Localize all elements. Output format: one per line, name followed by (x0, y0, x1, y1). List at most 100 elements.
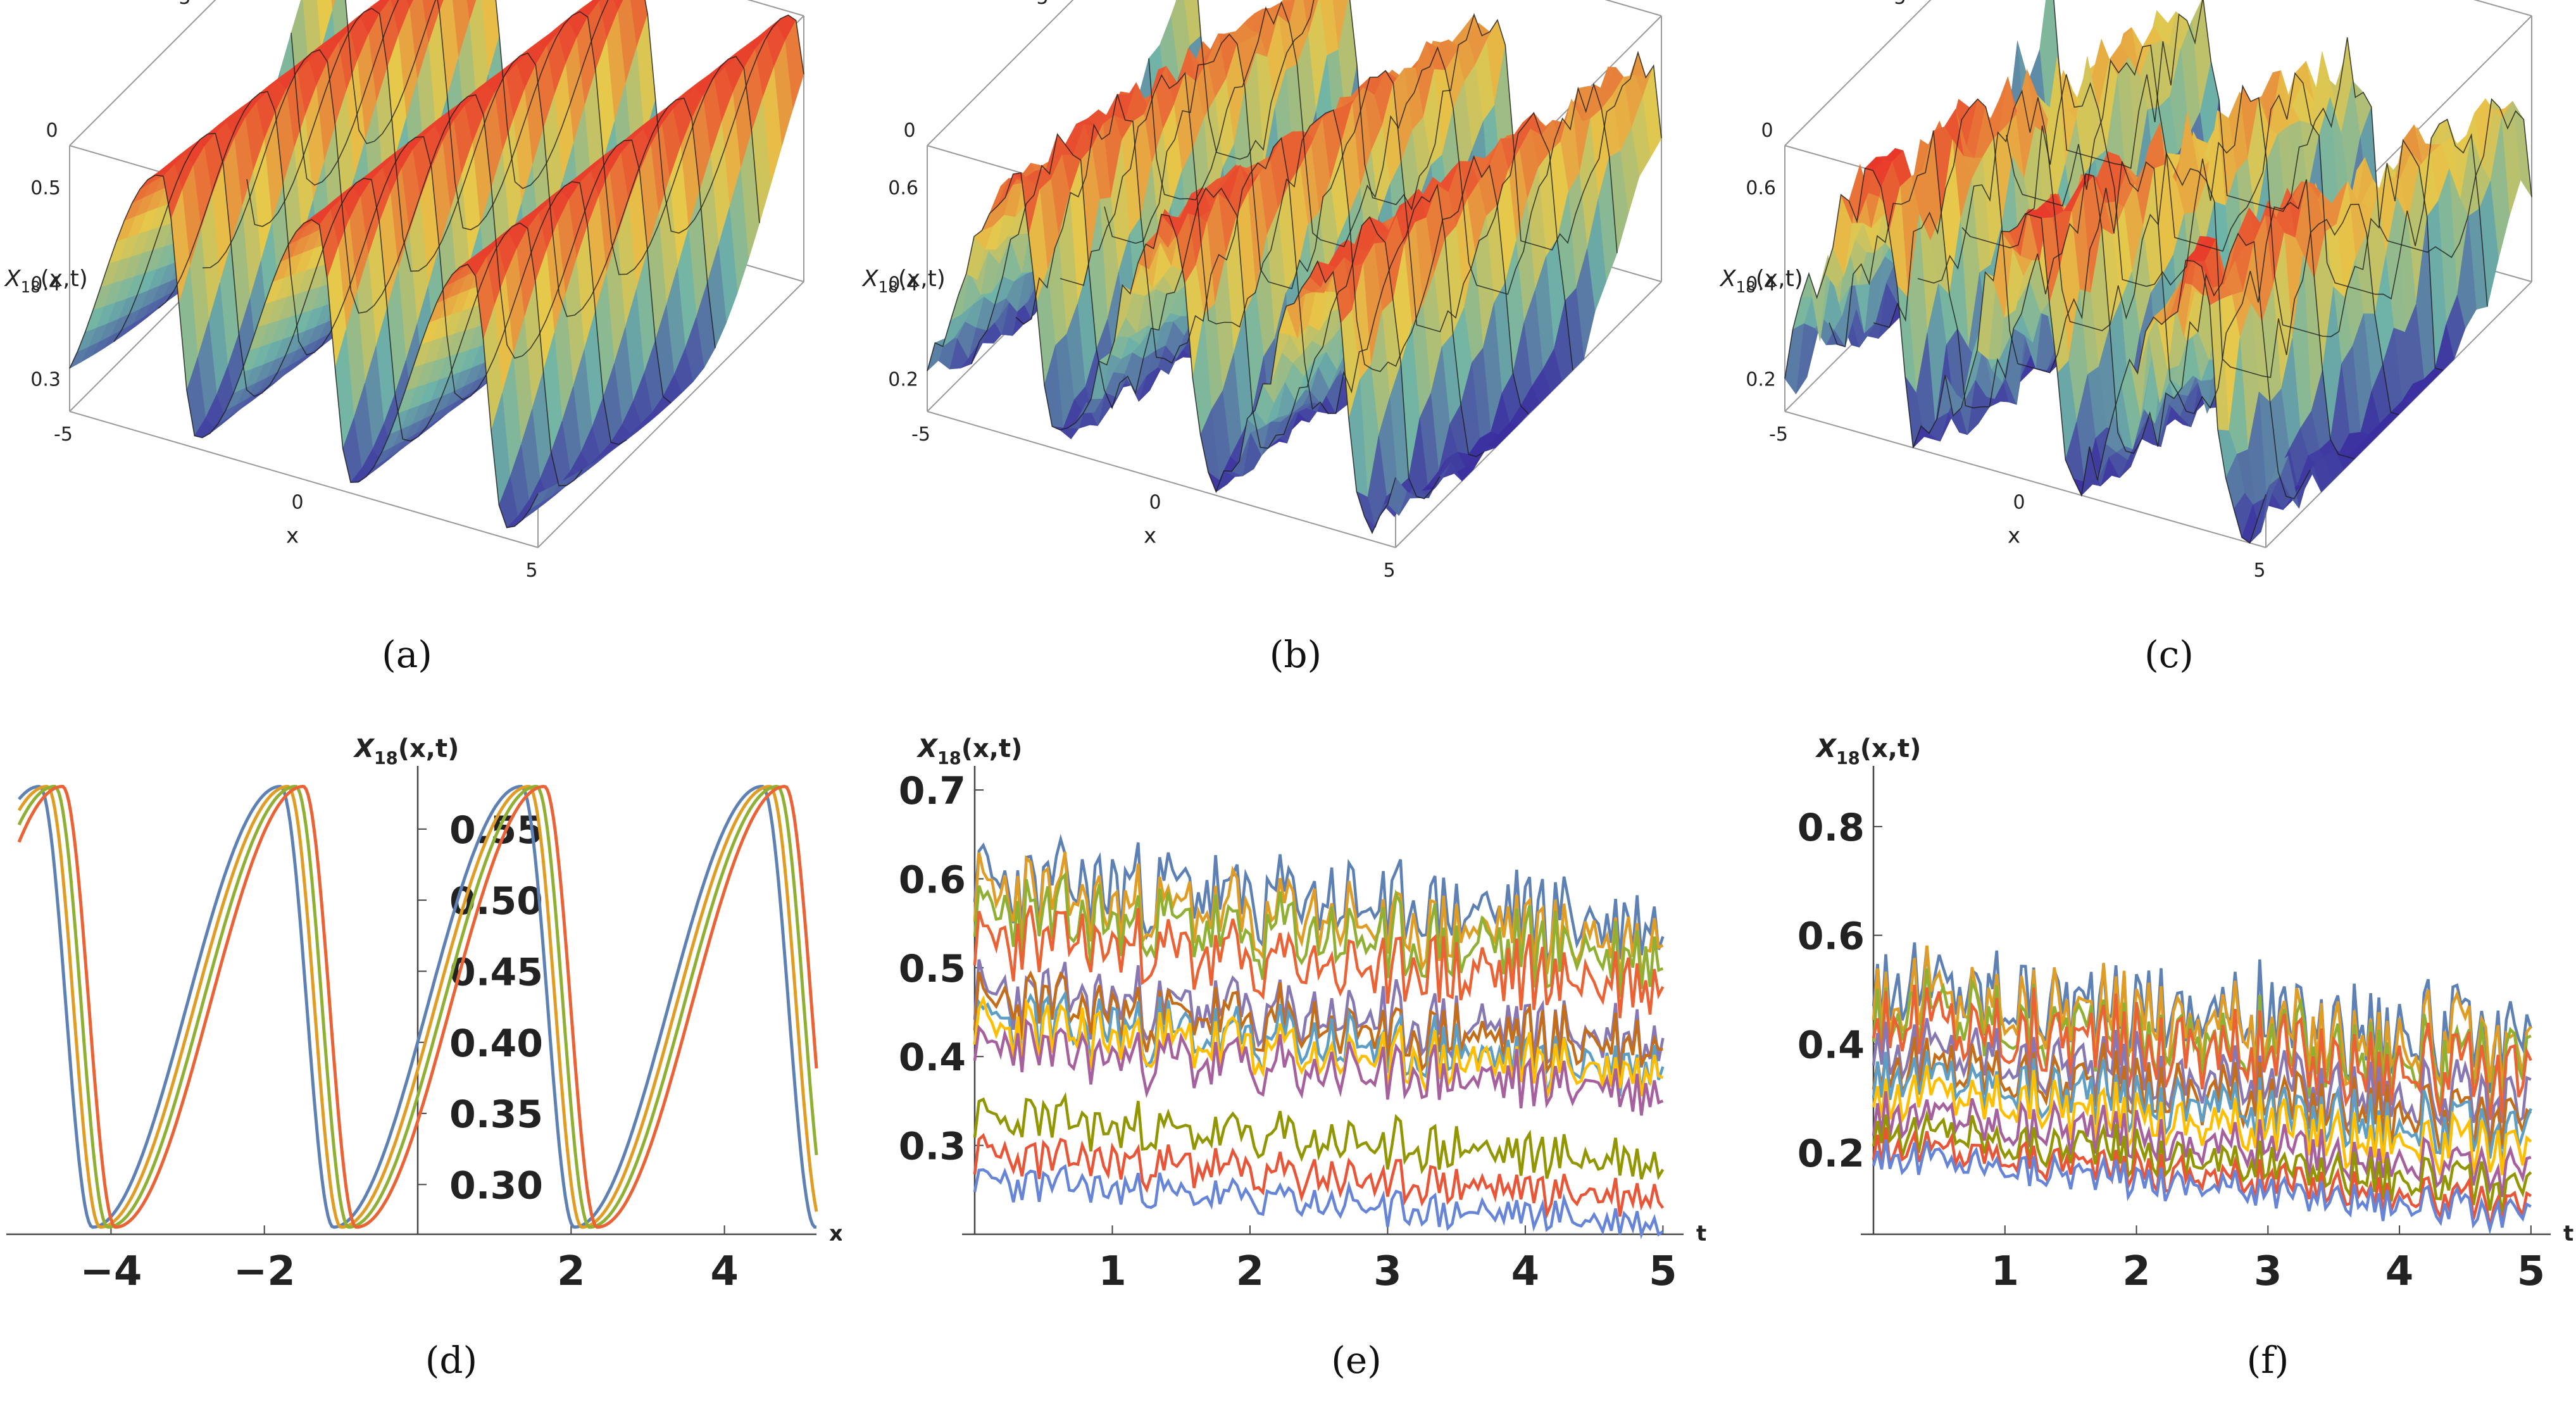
z-tick-label: 0.5 (30, 177, 61, 199)
z-tick-label: 0.3 (30, 369, 61, 391)
mesh-line (1784, 167, 2267, 544)
series-line-9 (1872, 1091, 2532, 1198)
line-plot-f: 1 2 3 4 5 0.2 0.4 0.6 0.8 t X18(x,t) (1798, 734, 2573, 1295)
t-tick-label: 0 (46, 120, 58, 142)
box-edge (69, 411, 539, 548)
x-tick-label: 3 (1373, 1248, 1402, 1295)
x-axis-label: t (1696, 1221, 1706, 1246)
mesh-line (113, 132, 583, 487)
y-axis-label: X18(x,t) (916, 734, 1022, 768)
x-tick-label: 5 (525, 560, 537, 582)
y-tick-label: 0.6 (899, 858, 966, 902)
series-group (1872, 942, 2532, 1235)
series-line-t3 (17, 784, 818, 1229)
series-line-t1 (18, 784, 817, 1229)
x-tick-label: -5 (911, 423, 930, 446)
mesh-line (2006, 44, 2488, 307)
x-tick-label: 2 (2122, 1248, 2151, 1295)
y-tick-label: 0.4 (899, 1036, 966, 1080)
x-axis-label: x (829, 1221, 842, 1246)
x-axis-label: t (2563, 1221, 2573, 1246)
z-tick-label: 0.6 (1746, 177, 1776, 199)
x-tick-label: -5 (1769, 423, 1788, 446)
y-tick-label: 0.6 (1798, 915, 1865, 959)
box-edge (927, 411, 1396, 548)
series-line-3 (973, 871, 1664, 998)
series-line-12 (973, 1163, 1664, 1240)
mesh-line (1104, 34, 1573, 371)
t-tick-label: 5 (178, 0, 191, 9)
box-edge (2473, 0, 2532, 16)
y-tick-label: 0.8 (1798, 806, 1865, 850)
caption-a: (a) (382, 633, 432, 676)
mesh-line (291, 0, 760, 275)
mesh-line (1961, 74, 2444, 371)
mesh-line (1197, 0, 1662, 251)
z-tick-label: 0.4 (1746, 273, 1776, 295)
caption-c: (c) (2144, 633, 2194, 676)
x-tick-label: 1 (1098, 1248, 1127, 1295)
x-tick-label: 4 (710, 1248, 739, 1295)
z-tick-label: 0.2 (888, 369, 918, 391)
mesh-line (202, 49, 672, 404)
x-tick-label: 2 (1236, 1248, 1265, 1295)
surface (69, 0, 804, 529)
x-tick-label: 0 (291, 492, 303, 514)
mesh-line (345, 0, 804, 234)
t-tick-label: 5 (1036, 0, 1048, 9)
x-tick-label: -5 (54, 423, 73, 446)
series-line-11 (973, 1133, 1665, 1220)
mesh-line (69, 174, 539, 529)
z-tick-label: 0.6 (888, 177, 918, 199)
y-tick-label: 0.35 (449, 1092, 543, 1137)
x-tick-label: 4 (1511, 1248, 1540, 1295)
x-tick-label: 2 (557, 1248, 585, 1295)
z-tick-label: 0.4 (30, 273, 61, 295)
series-line-9 (973, 1018, 1664, 1116)
series-line-t4 (17, 784, 818, 1229)
z-axis-label: X18(x,t) (861, 266, 946, 296)
series-line-12 (1872, 1139, 2532, 1235)
mesh-line (2053, 0, 2532, 258)
line-plot-e: 1 2 3 4 5 0.3 0.4 0.5 0.6 0.7 t X18(x,t) (899, 734, 1706, 1295)
series-line-7 (1872, 1051, 2532, 1167)
box-edge (69, 0, 216, 146)
box-edge (1395, 281, 1662, 548)
mesh-line (158, 91, 627, 445)
x-tick-label: 5 (1649, 1248, 1677, 1295)
y-tick-label: 0.40 (449, 1022, 543, 1066)
x-tick-label: 4 (2385, 1248, 2414, 1295)
mesh-line (1015, 94, 1485, 458)
z-axis-label: X18(x,t) (4, 266, 88, 296)
y-axis-label: X18(x,t) (1815, 734, 1921, 768)
caption-d: (d) (425, 1339, 478, 1382)
z-axis-label: X18(x,t) (1719, 266, 1803, 296)
box-edge (1784, 411, 2267, 548)
box-edge (927, 0, 1074, 146)
x-axis-label: x (2008, 523, 2020, 549)
caption-f: (f) (2246, 1339, 2289, 1382)
mesh-line (246, 8, 716, 348)
x-tick-label: −2 (234, 1248, 296, 1295)
mesh-line (1829, 130, 2311, 499)
y-tick-label: 0.5 (899, 947, 966, 991)
z-tick-label: 0.2 (1746, 369, 1776, 391)
mesh-line (971, 132, 1441, 499)
y-axis-label: X18(x,t) (353, 734, 459, 768)
series-line-6 (973, 970, 1663, 1081)
caption-e: (e) (1331, 1339, 1382, 1382)
x-tick-label: 0 (1149, 492, 1161, 514)
x-tick-label: 5 (2253, 560, 2265, 582)
box-edge (1784, 0, 1932, 146)
caption-b: (b) (1269, 633, 1322, 676)
series-line-10 (973, 1092, 1665, 1180)
y-tick-label: 0.2 (1798, 1132, 1865, 1176)
x-tick-label: 1 (1991, 1248, 2020, 1295)
z-tick-label: 0.4 (888, 273, 918, 295)
y-tick-label: 0.4 (1798, 1023, 1865, 1067)
y-tick-label: 0.30 (449, 1163, 543, 1208)
series-line-t2 (17, 784, 818, 1229)
